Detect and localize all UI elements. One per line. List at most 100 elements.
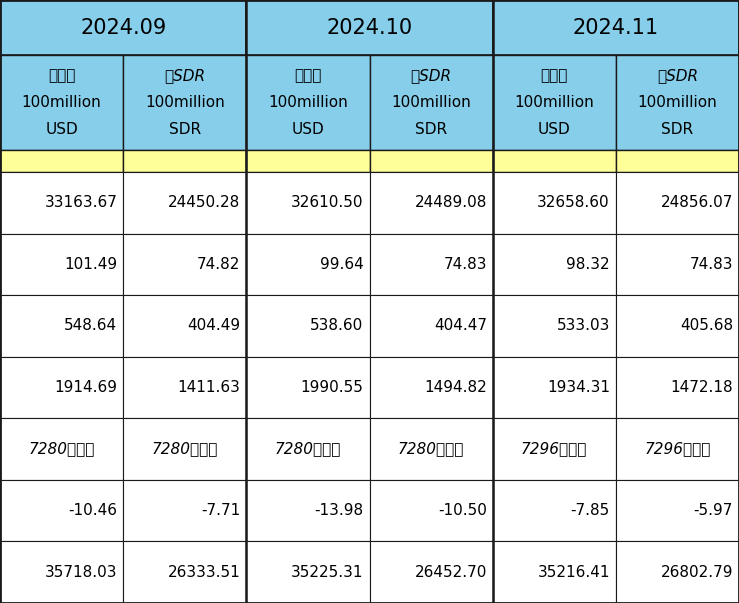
Text: 35225.31: 35225.31 [291, 565, 364, 579]
Bar [123, 295, 246, 357]
Text: 533.03: 533.03 [556, 318, 610, 333]
Text: -7.85: -7.85 [571, 503, 610, 518]
Text: 24856.07: 24856.07 [661, 195, 733, 210]
Bar [616, 357, 739, 418]
Bar [0, 150, 123, 172]
Text: 亿美元: 亿美元 [48, 68, 75, 83]
Bar [123, 55, 246, 150]
Bar [616, 172, 739, 233]
Bar [493, 172, 616, 233]
Text: 404.49: 404.49 [187, 318, 240, 333]
Bar [493, 480, 616, 541]
Text: 7280万盎司: 7280万盎司 [151, 441, 218, 456]
Bar [123, 541, 246, 603]
Text: USD: USD [45, 122, 78, 137]
Bar [370, 357, 493, 418]
Bar [0, 357, 123, 418]
Bar [123, 233, 246, 295]
Text: SDR: SDR [661, 122, 693, 137]
Text: 24450.28: 24450.28 [168, 195, 240, 210]
Bar [246, 357, 370, 418]
Text: USD: USD [292, 122, 324, 137]
Text: 1411.63: 1411.63 [177, 380, 240, 395]
Text: 7280万盎司: 7280万盎司 [275, 441, 341, 456]
Bar [123, 418, 246, 480]
Text: 1934.31: 1934.31 [547, 380, 610, 395]
Bar [493, 0, 739, 55]
Bar [370, 480, 493, 541]
Text: -7.71: -7.71 [201, 503, 240, 518]
Bar [493, 418, 616, 480]
Bar [616, 541, 739, 603]
Text: 亿美元: 亿美元 [540, 68, 568, 83]
Text: 99.64: 99.64 [320, 257, 364, 272]
Text: 33163.67: 33163.67 [44, 195, 118, 210]
Bar [0, 480, 123, 541]
Bar [123, 357, 246, 418]
Bar [0, 0, 246, 55]
Text: 26452.70: 26452.70 [415, 565, 487, 579]
Text: 548.64: 548.64 [64, 318, 118, 333]
Bar [370, 55, 493, 150]
Text: 7280万盎司: 7280万盎司 [28, 441, 95, 456]
Text: 35216.41: 35216.41 [537, 565, 610, 579]
Bar [370, 150, 493, 172]
Text: -13.98: -13.98 [315, 503, 364, 518]
Text: -5.97: -5.97 [694, 503, 733, 518]
Text: 亿美元: 亿美元 [294, 68, 321, 83]
Bar [493, 541, 616, 603]
Text: -10.50: -10.50 [438, 503, 487, 518]
Text: 74.83: 74.83 [443, 257, 487, 272]
Bar [123, 172, 246, 233]
Text: 405.68: 405.68 [680, 318, 733, 333]
Text: 98.32: 98.32 [566, 257, 610, 272]
Text: 1472.18: 1472.18 [670, 380, 733, 395]
Bar [616, 233, 739, 295]
Bar [616, 418, 739, 480]
Bar [370, 418, 493, 480]
Bar [123, 150, 246, 172]
Bar [370, 233, 493, 295]
Bar [370, 295, 493, 357]
Bar [246, 418, 370, 480]
Text: -10.46: -10.46 [68, 503, 118, 518]
Text: 101.49: 101.49 [64, 257, 118, 272]
Bar [246, 150, 370, 172]
Text: 100million: 100million [21, 95, 101, 110]
Bar [246, 541, 370, 603]
Bar [246, 172, 370, 233]
Bar [246, 295, 370, 357]
Bar [616, 480, 739, 541]
Bar [616, 295, 739, 357]
Bar [493, 150, 616, 172]
Bar [0, 295, 123, 357]
Text: 100million: 100million [268, 95, 348, 110]
Bar [493, 55, 616, 150]
Bar [493, 295, 616, 357]
Text: 亿SDR: 亿SDR [164, 68, 205, 83]
Text: 2024.09: 2024.09 [80, 17, 166, 37]
Text: SDR: SDR [168, 122, 201, 137]
Bar [123, 480, 246, 541]
Text: 100million: 100million [145, 95, 225, 110]
Text: 24489.08: 24489.08 [415, 195, 487, 210]
Bar [246, 233, 370, 295]
Text: USD: USD [538, 122, 571, 137]
Text: 26333.51: 26333.51 [168, 565, 240, 579]
Text: 404.47: 404.47 [434, 318, 487, 333]
Text: 亿SDR: 亿SDR [657, 68, 698, 83]
Text: 538.60: 538.60 [310, 318, 364, 333]
Bar [0, 418, 123, 480]
Text: 7296万盎司: 7296万盎司 [521, 441, 588, 456]
Text: SDR: SDR [415, 122, 447, 137]
Text: 74.83: 74.83 [689, 257, 733, 272]
Bar [616, 55, 739, 150]
Bar [493, 233, 616, 295]
Bar [0, 541, 123, 603]
Bar [246, 0, 493, 55]
Text: 100million: 100million [391, 95, 471, 110]
Bar [0, 55, 123, 150]
Bar [370, 172, 493, 233]
Text: 1494.82: 1494.82 [424, 380, 487, 395]
Bar [0, 233, 123, 295]
